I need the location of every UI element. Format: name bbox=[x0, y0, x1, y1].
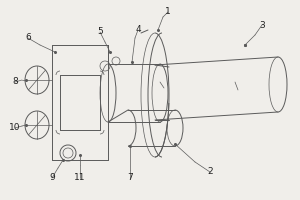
Text: 2: 2 bbox=[207, 168, 213, 176]
Text: 7: 7 bbox=[127, 173, 133, 182]
Text: 6: 6 bbox=[25, 33, 31, 43]
Text: 3: 3 bbox=[259, 21, 265, 29]
Text: 9: 9 bbox=[49, 173, 55, 182]
Text: 4: 4 bbox=[135, 25, 141, 34]
Text: 10: 10 bbox=[9, 123, 21, 132]
Text: 11: 11 bbox=[74, 173, 86, 182]
Text: 5: 5 bbox=[97, 27, 103, 36]
Text: 1: 1 bbox=[165, 7, 171, 17]
Text: 8: 8 bbox=[12, 77, 18, 86]
